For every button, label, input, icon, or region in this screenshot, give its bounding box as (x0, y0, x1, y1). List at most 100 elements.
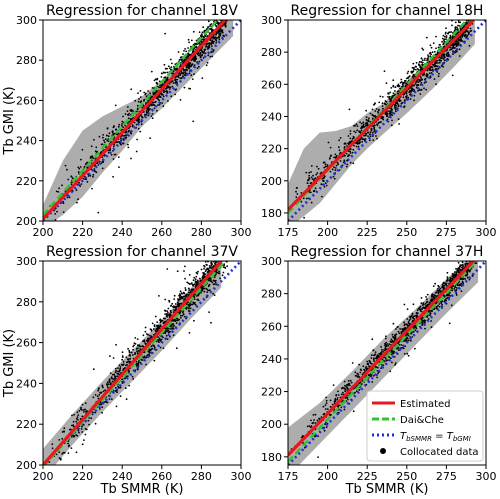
data-point (438, 43, 441, 46)
data-point (171, 302, 174, 305)
data-point (104, 400, 107, 403)
data-point (187, 287, 190, 290)
data-point (365, 134, 367, 136)
data-point (394, 90, 396, 92)
data-point (193, 298, 196, 300)
data-point (159, 84, 162, 87)
data-point (358, 131, 361, 134)
data-point (411, 89, 414, 92)
data-point (204, 270, 207, 273)
data-point (84, 433, 87, 436)
data-point (408, 91, 410, 93)
data-point (152, 101, 155, 104)
data-point (191, 63, 194, 66)
data-point (183, 74, 186, 76)
data-point (181, 311, 184, 314)
data-point (180, 62, 182, 64)
data-point (188, 274, 191, 276)
data-point (453, 47, 456, 49)
data-point (432, 42, 435, 44)
data-point (141, 116, 143, 118)
data-point (197, 270, 199, 273)
data-point (58, 187, 60, 190)
data-point (187, 38, 190, 41)
data-point (119, 395, 122, 397)
data-point (109, 372, 112, 374)
data-point (209, 39, 212, 42)
x-tick-label: 220 (72, 470, 93, 483)
data-point (436, 288, 439, 290)
data-point (102, 386, 104, 389)
data-point (380, 351, 382, 354)
data-point (159, 339, 162, 342)
data-point (325, 396, 327, 399)
data-point (172, 326, 174, 328)
data-point (360, 369, 363, 372)
data-point (209, 55, 212, 58)
data-point (127, 360, 130, 362)
data-point (218, 270, 220, 273)
data-point (410, 332, 412, 335)
data-point (410, 340, 412, 342)
data-point (423, 87, 425, 90)
data-point (445, 35, 448, 37)
data-point (203, 50, 206, 53)
data-point (377, 110, 379, 113)
data-point (325, 399, 328, 402)
data-point (425, 75, 428, 77)
data-point (412, 88, 415, 91)
data-point (132, 345, 135, 348)
data-point (306, 182, 309, 185)
data-point (80, 406, 82, 409)
data-point (204, 52, 207, 55)
data-point (115, 389, 117, 392)
data-point (360, 129, 363, 132)
data-point (323, 166, 326, 169)
data-point (61, 431, 64, 433)
data-point (428, 52, 431, 55)
data-point (115, 343, 117, 346)
data-point (361, 127, 364, 129)
data-point (137, 345, 139, 347)
data-point (102, 136, 104, 139)
data-point (90, 145, 93, 148)
data-point (164, 332, 167, 335)
data-point (124, 377, 126, 380)
data-point (153, 324, 156, 326)
data-point (422, 74, 424, 77)
data-point (177, 305, 180, 308)
data-point (140, 358, 143, 361)
data-point (81, 409, 83, 411)
data-point (145, 110, 148, 112)
y-tick-label: 220 (16, 175, 37, 188)
data-point (459, 39, 461, 42)
data-point (452, 43, 455, 46)
data-point (405, 92, 408, 95)
data-point (424, 57, 426, 60)
data-point (176, 319, 179, 322)
data-point (403, 80, 406, 82)
data-point (94, 422, 97, 425)
data-point (208, 266, 211, 269)
data-point (324, 182, 327, 185)
data-point (403, 321, 405, 324)
data-point (215, 37, 218, 40)
data-point (218, 272, 221, 275)
data-point (185, 307, 188, 310)
data-point (358, 139, 361, 141)
data-point (118, 369, 121, 371)
data-point (188, 67, 191, 70)
data-point (442, 39, 445, 41)
data-point (62, 200, 64, 203)
data-point (168, 327, 170, 330)
data-point (186, 69, 188, 72)
data-point (106, 127, 109, 130)
data-point (335, 164, 338, 167)
data-point (349, 132, 352, 135)
data-point (173, 319, 175, 322)
data-point (373, 128, 376, 131)
data-point (314, 413, 317, 416)
data-point (337, 404, 340, 407)
x-tick-label: 200 (33, 226, 54, 239)
data-point (404, 81, 406, 84)
